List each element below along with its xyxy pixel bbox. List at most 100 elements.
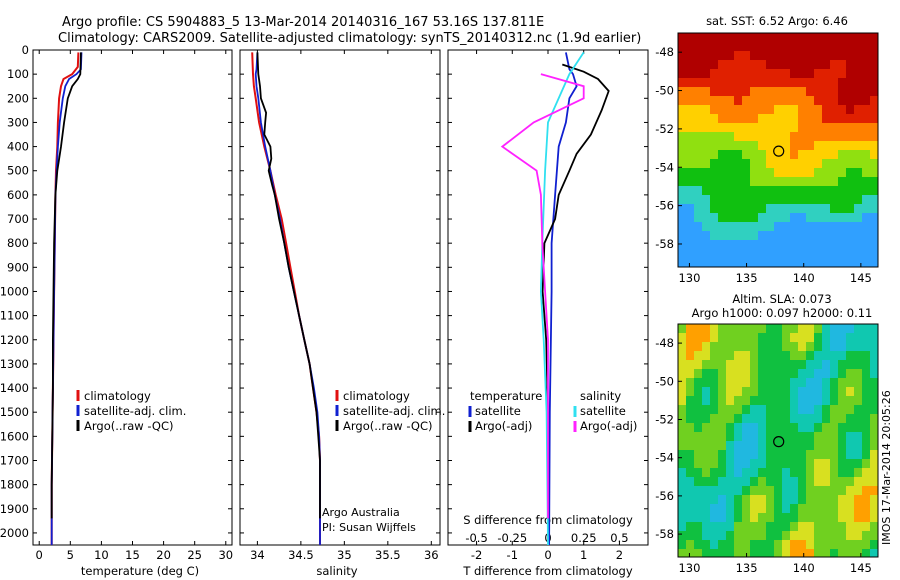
map-cell — [718, 414, 726, 423]
map-cell — [830, 522, 838, 531]
map-cell — [862, 114, 870, 123]
map-cell — [814, 414, 822, 423]
map-cell — [838, 51, 846, 60]
map-cell — [766, 249, 774, 258]
map-cell — [830, 105, 838, 114]
map-cell — [806, 495, 814, 504]
map-cell — [718, 87, 726, 96]
map-cell — [718, 258, 726, 267]
map-cell — [822, 531, 830, 540]
map-cell — [830, 123, 838, 132]
sst_map-ytick-label: -50 — [655, 84, 674, 98]
map-cell — [814, 459, 822, 468]
map-cell — [846, 69, 854, 78]
map-cell — [766, 333, 774, 342]
map-cell — [830, 378, 838, 387]
depth-tick-label: 500 — [7, 164, 29, 178]
map-cell — [806, 87, 814, 96]
map-cell — [774, 177, 782, 186]
map-cell — [726, 477, 734, 486]
map-cell — [686, 231, 694, 240]
map-cell — [766, 450, 774, 459]
map-cell — [726, 87, 734, 96]
map-cell — [734, 522, 742, 531]
map-cell — [862, 51, 870, 60]
map-cell — [702, 360, 710, 369]
map-cell — [758, 396, 766, 405]
map-cell — [814, 405, 822, 414]
temperature-legend-label: climatology — [84, 389, 151, 403]
map-cell — [870, 105, 878, 114]
map-cell — [774, 351, 782, 360]
sla-map-panel: Altim. SLA: 0.073 Argo h1000: 0.097 h200… — [655, 292, 879, 575]
map-cell — [790, 123, 798, 132]
map-cell — [774, 324, 782, 333]
map-cell — [686, 213, 694, 222]
depth-tick-label: 1500 — [0, 405, 29, 419]
salinity-legend-label: climatology — [343, 389, 410, 403]
map-cell — [726, 396, 734, 405]
map-cell — [782, 69, 790, 78]
sla_map-field — [678, 324, 878, 557]
float-location-marker — [773, 436, 785, 448]
map-cell — [718, 132, 726, 141]
map-cell — [758, 258, 766, 267]
sst_map-ytick-label: -48 — [655, 45, 674, 59]
difference-legend-label: Argo(-adj) — [580, 419, 637, 433]
difference-xtick-label: -2 — [471, 548, 482, 562]
sst_map-ytick-label: -52 — [655, 122, 674, 136]
salinity-xtick-label: 35 — [337, 548, 352, 562]
map-cell — [678, 486, 686, 495]
map-cell — [742, 468, 750, 477]
map-cell — [870, 51, 878, 60]
map-cell — [678, 468, 686, 477]
map-cell — [798, 540, 806, 549]
map-cell — [686, 105, 694, 114]
map-cell — [686, 123, 694, 132]
map-cell — [830, 504, 838, 513]
map-cell — [830, 387, 838, 396]
temperature-xtick-label: 30 — [218, 548, 233, 562]
map-cell — [734, 33, 742, 42]
map-cell — [862, 396, 870, 405]
map-cell — [854, 324, 862, 333]
depth-tick-label: 1600 — [0, 429, 29, 443]
map-cell — [702, 531, 710, 540]
map-cell — [814, 378, 822, 387]
map-cell — [798, 231, 806, 240]
map-cell — [782, 486, 790, 495]
map-cell — [734, 549, 742, 557]
map-cell — [790, 150, 798, 159]
map-cell — [870, 231, 878, 240]
map-cell — [774, 231, 782, 240]
depth-tick-label: 2000 — [0, 526, 29, 540]
sst_map-ytick-label: -54 — [655, 160, 674, 174]
map-cell — [822, 87, 830, 96]
map-cell — [798, 159, 806, 168]
map-cell — [758, 405, 766, 414]
map-cell — [846, 396, 854, 405]
map-cell — [854, 42, 862, 51]
map-cell — [870, 396, 878, 405]
map-cell — [806, 69, 814, 78]
map-cell — [702, 258, 710, 267]
map-cell — [846, 168, 854, 177]
map-cell — [758, 378, 766, 387]
map-cell — [822, 432, 830, 441]
map-cell — [750, 258, 758, 267]
map-cell — [758, 360, 766, 369]
map-cell — [798, 186, 806, 195]
map-cell — [830, 222, 838, 231]
map-cell — [782, 240, 790, 249]
map-cell — [766, 240, 774, 249]
map-cell — [870, 150, 878, 159]
map-cell — [838, 342, 846, 351]
map-cell — [766, 441, 774, 450]
map-cell — [838, 396, 846, 405]
map-cell — [790, 513, 798, 522]
map-cell — [782, 414, 790, 423]
map-cell — [694, 423, 702, 432]
salinity-axes-frame — [239, 49, 441, 546]
map-cell — [846, 441, 854, 450]
map-cell — [750, 159, 758, 168]
